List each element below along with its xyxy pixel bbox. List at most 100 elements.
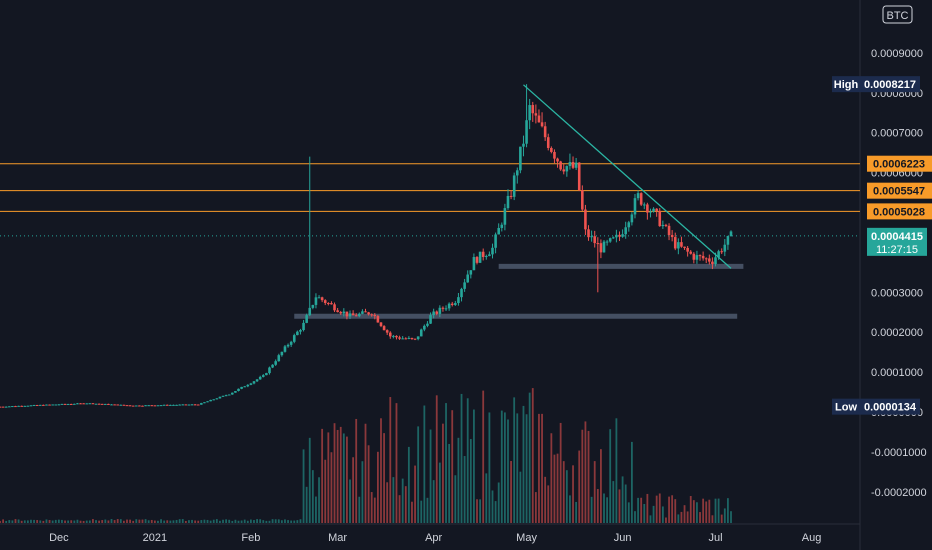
volume-bar: [277, 519, 280, 523]
volume-bar: [36, 520, 39, 523]
volume-bar: [352, 457, 355, 523]
candle-body: [125, 405, 129, 407]
volume-bar: [51, 520, 54, 523]
volume-bar: [308, 437, 311, 523]
price-axis: 0.00090000.00080000.00070000.00060000.00…: [871, 48, 927, 499]
volume-bar: [163, 520, 166, 523]
candle-body: [277, 355, 281, 362]
candle-body: [181, 404, 185, 406]
candle-body: [138, 405, 141, 407]
volume-bar: [683, 505, 686, 523]
volume-bar: [259, 519, 262, 523]
candle-body: [404, 338, 408, 340]
candle-body: [537, 115, 541, 123]
candle-body: [512, 175, 516, 197]
time-tick-label: Feb: [241, 532, 260, 544]
volume-bar: [324, 459, 327, 523]
candle-body: [667, 225, 671, 236]
candle-body: [231, 392, 234, 395]
time-tick-label: Apr: [425, 532, 442, 544]
low-marker-label-box: [832, 398, 860, 415]
candle-body: [280, 351, 284, 356]
volume-bar: [249, 519, 252, 523]
candle-body: [503, 208, 507, 225]
candle-body: [550, 147, 553, 152]
candle-body: [574, 162, 578, 168]
candle-body: [314, 297, 318, 305]
candle-body: [54, 404, 58, 406]
volume-bar: [153, 520, 156, 523]
volume-bar: [141, 519, 144, 523]
candle-body: [398, 337, 401, 339]
volume-bar: [290, 520, 293, 523]
candle-body: [122, 404, 126, 406]
volume-bar: [355, 418, 358, 523]
volume-bar: [157, 520, 159, 523]
volume-bar: [79, 520, 82, 523]
candle-body: [289, 341, 293, 345]
volume-bar: [110, 519, 113, 523]
candle-body: [460, 288, 463, 298]
candle-body: [481, 251, 485, 257]
candle-body: [723, 244, 727, 252]
volume-bar: [525, 414, 528, 523]
low-marker-value: 0.0000134: [864, 402, 917, 414]
volume-bar: [596, 489, 599, 523]
candle-body: [268, 367, 271, 374]
candle-body: [320, 297, 324, 301]
volume-bar: [70, 520, 73, 523]
candle-body: [193, 404, 197, 406]
volume-bar: [5, 520, 8, 523]
volume-bar: [723, 508, 726, 523]
candle-body: [726, 235, 730, 245]
candle-body: [94, 403, 98, 405]
volume-bar: [262, 520, 265, 523]
volume-bar: [315, 496, 317, 523]
candle-body: [327, 302, 330, 304]
volume-bar: [160, 519, 162, 523]
volume-bar: [135, 519, 138, 523]
volume-bar: [395, 403, 398, 523]
candle-body: [243, 386, 247, 388]
volume-bar: [485, 473, 488, 523]
volume-bar: [473, 409, 475, 523]
volume-bar: [197, 520, 200, 523]
volume-bar: [534, 492, 537, 523]
candle-body: [336, 310, 339, 313]
volume-bar: [14, 519, 17, 523]
candles: [0, 84, 733, 408]
volume-bar: [445, 403, 447, 523]
candle-body: [376, 316, 380, 323]
volume-bar: [661, 506, 664, 523]
volume-bar: [336, 429, 339, 523]
candle-body: [100, 403, 104, 405]
volume-bar: [169, 520, 172, 523]
volume-bar: [630, 441, 633, 523]
volume-bar: [346, 436, 348, 523]
volume-bar: [92, 519, 94, 523]
candle-body: [395, 335, 398, 338]
volume-bar: [516, 413, 519, 523]
volume-bar: [457, 437, 460, 523]
volume-bar: [411, 501, 413, 523]
candle-body: [469, 270, 473, 275]
level-tag-box: [867, 155, 932, 172]
volume-bar: [519, 471, 522, 523]
volume-bar: [256, 519, 258, 523]
candle-body: [602, 241, 606, 253]
candle-body: [587, 229, 590, 238]
volume-bar: [513, 397, 516, 523]
volume-bar: [702, 498, 705, 523]
candle-body: [196, 404, 200, 406]
volume-bar: [603, 493, 605, 523]
volume-bar: [581, 429, 584, 523]
candle-body: [435, 311, 439, 314]
volume-bar: [321, 428, 324, 523]
volume-bar: [88, 520, 91, 523]
candle-body: [698, 255, 702, 257]
candle-body: [450, 303, 454, 305]
volume-bar: [652, 505, 655, 523]
time-tick-label: May: [516, 532, 537, 544]
